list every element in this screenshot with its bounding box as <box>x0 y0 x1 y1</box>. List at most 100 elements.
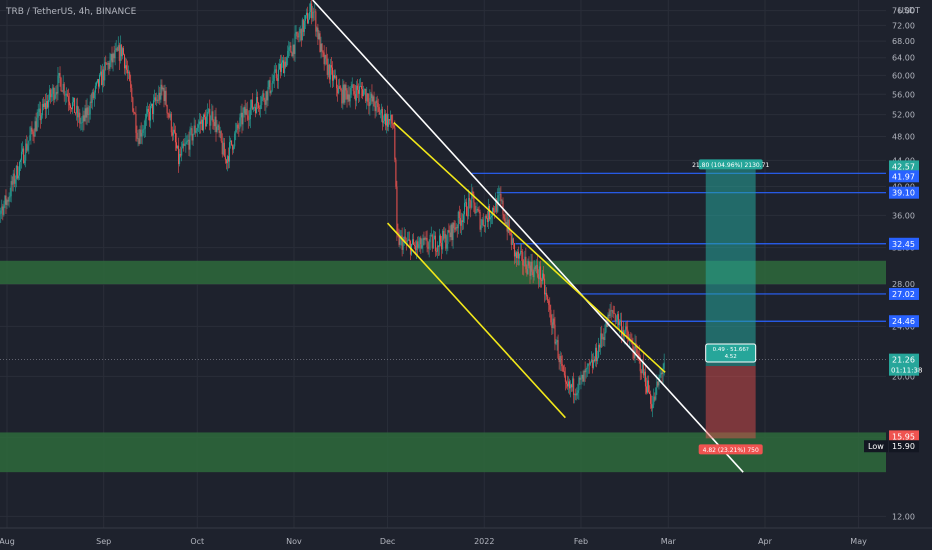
channel-upper-line <box>393 122 666 373</box>
candle-body <box>148 111 150 121</box>
candle-body <box>311 3 313 19</box>
candle-body <box>660 372 662 375</box>
candle-body <box>25 143 27 161</box>
candle-body <box>461 220 463 223</box>
candle-body <box>573 378 575 395</box>
candle-body <box>256 97 258 114</box>
time-tick-label: Sep <box>96 537 111 546</box>
candle-body <box>172 129 174 136</box>
candle-body <box>118 45 120 61</box>
candle-body <box>334 75 336 78</box>
candle-body <box>128 72 130 74</box>
candle-body <box>570 384 572 389</box>
candle-body <box>62 84 64 92</box>
candle-body <box>199 121 201 124</box>
candle-body <box>351 84 353 88</box>
candle-body <box>57 75 59 94</box>
candle-body <box>652 404 654 409</box>
price-tick-label: 68.00 <box>892 37 915 46</box>
candle-body <box>626 326 628 330</box>
candle-body <box>478 209 480 212</box>
candle-body <box>503 214 505 219</box>
candle-body <box>286 57 288 67</box>
candle-body <box>408 239 410 242</box>
candle-body <box>317 27 319 40</box>
candle-body <box>243 107 245 113</box>
candle-body <box>405 241 407 242</box>
candle-body <box>187 139 189 141</box>
candle-body <box>591 359 593 368</box>
candle-body <box>553 318 555 325</box>
candle-body <box>103 69 105 81</box>
candle-body <box>304 15 306 21</box>
candle-body <box>324 54 326 65</box>
candle-body <box>541 273 543 281</box>
candle-body <box>466 202 468 216</box>
price-tick-label: 36.00 <box>892 211 915 220</box>
candle-body <box>61 91 63 92</box>
candle-body <box>221 141 223 155</box>
candle-body <box>330 65 332 68</box>
candle-body <box>492 207 494 216</box>
candle-body <box>564 375 566 382</box>
candle-body <box>203 114 205 131</box>
candle-body <box>308 19 310 24</box>
candle-body <box>68 101 70 106</box>
candle-body <box>137 138 139 139</box>
candle-body <box>5 195 7 205</box>
candle-body <box>474 202 476 214</box>
support-zone <box>0 260 886 285</box>
candle-body <box>76 105 78 114</box>
candle-body <box>470 200 472 208</box>
candle-body <box>169 113 171 118</box>
candle-body <box>369 98 371 107</box>
candle-body <box>578 377 580 391</box>
candle-body <box>525 256 527 270</box>
candle-body <box>580 378 582 380</box>
candle-body <box>448 230 450 233</box>
candle-body <box>501 200 503 202</box>
candle-body <box>345 84 347 91</box>
candle-body <box>427 247 429 249</box>
candle-body <box>1 206 3 211</box>
candle-body <box>648 380 650 392</box>
candle-body <box>143 128 145 130</box>
candle-body <box>210 120 212 126</box>
price-tick-label: 76.00 <box>892 7 915 16</box>
candle-body <box>56 92 58 94</box>
candle-body <box>414 244 416 247</box>
candle-body <box>303 20 305 32</box>
candle-body <box>521 250 523 253</box>
candle-body <box>245 108 247 115</box>
candle-body <box>2 206 4 215</box>
candle-body <box>468 198 470 217</box>
candle-body <box>493 207 495 212</box>
candle-body <box>232 144 234 150</box>
candle-body <box>602 337 604 340</box>
candle-body <box>560 355 562 364</box>
candle-body <box>355 85 357 101</box>
candle-body <box>583 370 585 382</box>
candle-body <box>133 111 135 114</box>
candle-body <box>554 324 556 344</box>
candle-body <box>194 125 196 133</box>
candle-body <box>481 219 483 226</box>
candle-body <box>402 239 404 250</box>
candle-body <box>235 129 237 134</box>
price-axis-label: 27.02 <box>889 287 919 300</box>
candle-body <box>11 181 13 185</box>
candle-body <box>403 236 405 240</box>
candle-body <box>181 148 183 156</box>
candle-body <box>146 109 148 114</box>
candle-body <box>517 251 519 259</box>
candle-body <box>609 310 611 316</box>
risk-ratio-text: 0.49 · 51.66? <box>713 347 749 353</box>
time-tick-label: May <box>850 537 867 546</box>
candle-body <box>473 194 475 203</box>
candle-body <box>657 381 659 386</box>
candle-body <box>240 112 242 118</box>
candle-body <box>558 358 560 363</box>
price-tick-label: 60.00 <box>892 71 915 80</box>
low-tag: Low <box>864 440 888 453</box>
